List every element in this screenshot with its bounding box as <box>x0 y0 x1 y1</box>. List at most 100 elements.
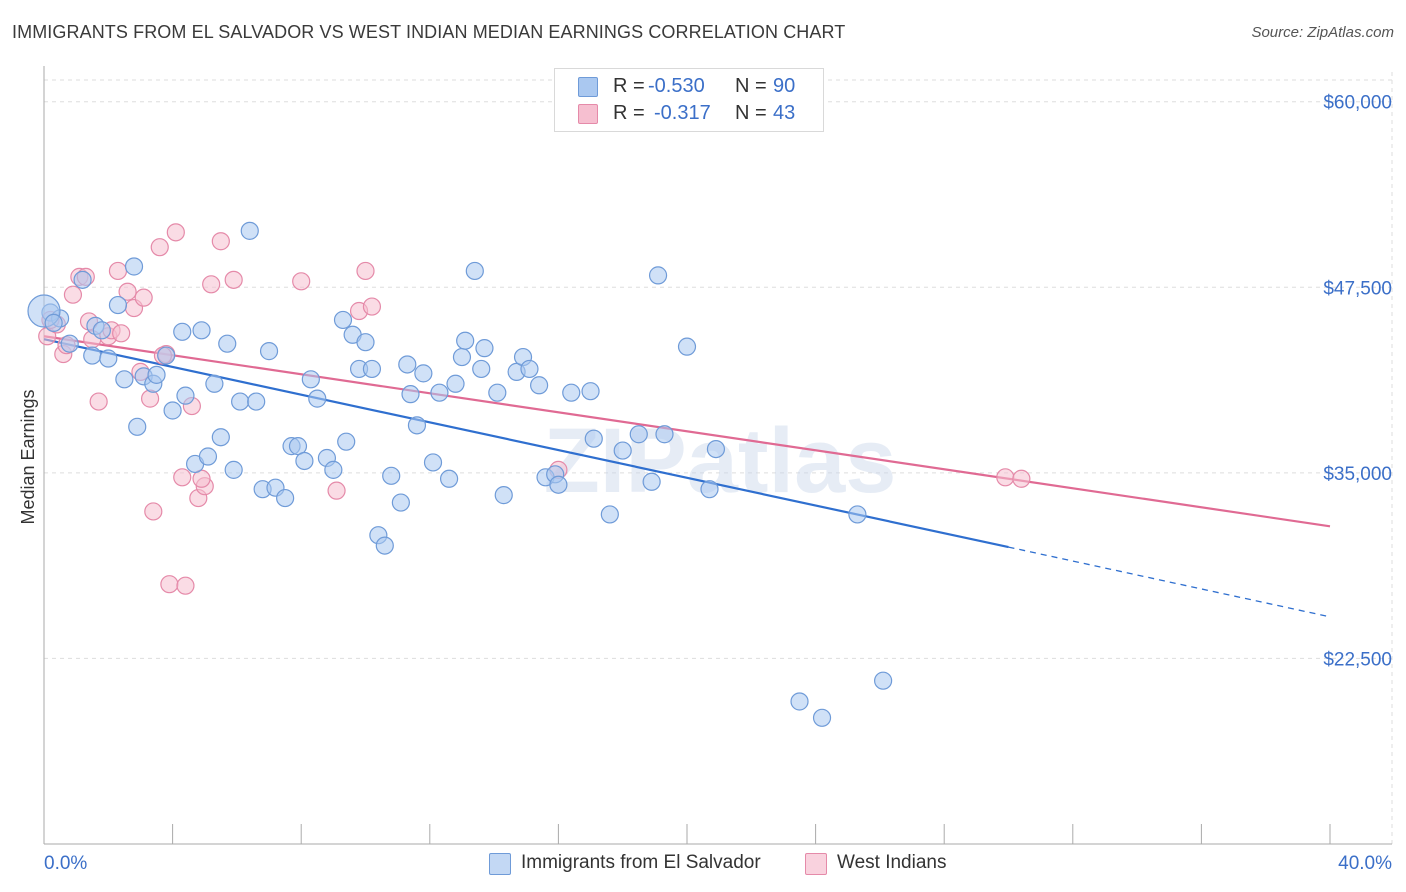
bottom-legend-swatch-pink <box>805 853 827 875</box>
bottom-legend-label: Immigrants from El Salvador <box>521 852 761 873</box>
data-point-el-salvador <box>375 536 394 555</box>
legend-swatch-pink <box>578 104 598 124</box>
data-point-west-indians <box>996 468 1015 487</box>
data-point-west-indians <box>144 502 163 521</box>
data-point-el-salvador <box>677 337 697 356</box>
data-point-el-salvador <box>240 221 259 240</box>
data-point-el-salvador <box>439 469 459 488</box>
watermark: ZIPatlas <box>544 410 897 512</box>
data-point-el-salvador <box>308 389 327 408</box>
data-point-el-salvador <box>247 392 266 411</box>
data-point-west-indians <box>150 238 169 257</box>
legend-n-label: N = <box>735 75 767 97</box>
data-point-el-salvador <box>211 428 230 447</box>
data-point-west-indians <box>224 270 243 289</box>
data-point-el-salvador <box>584 429 603 448</box>
data-point-west-indians <box>202 275 221 294</box>
data-point-el-salvador <box>83 346 102 365</box>
data-point-el-salvador <box>44 313 63 332</box>
data-point-el-salvador <box>414 364 433 383</box>
data-point-el-salvador <box>124 257 144 276</box>
data-point-west-indians <box>140 389 160 408</box>
data-point-el-salvador <box>362 359 382 379</box>
data-point-el-salvador <box>324 460 343 479</box>
data-point-west-indians <box>134 288 153 307</box>
data-point-el-salvador <box>92 321 111 340</box>
data-point-west-indians <box>292 272 311 291</box>
data-point-el-salvador <box>812 708 832 727</box>
legend-r-value: -0.317 <box>654 102 711 124</box>
data-point-el-salvador <box>472 359 491 379</box>
data-point-west-indians <box>112 324 131 343</box>
data-point-el-salvador <box>790 692 809 711</box>
data-point-el-salvador <box>276 488 295 508</box>
data-point-el-salvador <box>446 374 465 393</box>
data-point-el-salvador <box>629 425 648 444</box>
legend-r-value: -0.530 <box>648 75 705 97</box>
data-point-el-salvador <box>874 671 893 690</box>
data-point-el-salvador <box>176 386 195 405</box>
trend-lines <box>43 335 1331 618</box>
legend-n-value: 90 <box>773 75 796 97</box>
data-point-el-salvador <box>337 432 356 451</box>
data-point-west-indians <box>118 282 137 301</box>
data-point-el-salvador <box>655 425 674 444</box>
data-point-el-salvador <box>488 383 507 402</box>
data-point-west-indians <box>63 285 83 304</box>
y-tick-label: $22,500 <box>1323 649 1392 670</box>
chart-title: IMMIGRANTS FROM EL SALVADOR VS WEST INDI… <box>12 22 846 42</box>
data-point-el-salvador <box>163 401 182 420</box>
data-point-el-salvador <box>600 505 619 524</box>
data-point-el-salvador <box>465 261 484 281</box>
data-point-west-indians <box>166 223 185 242</box>
data-point-el-salvador <box>456 331 475 350</box>
data-point-el-salvador <box>218 334 237 353</box>
trend-line-el-salvador <box>43 338 1009 549</box>
x-tick-label: 40.0% <box>1338 853 1392 874</box>
data-point-el-salvador <box>301 370 320 389</box>
y-tick-label: $60,000 <box>1323 93 1392 114</box>
data-point-el-salvador <box>108 295 128 315</box>
source-label: Source: ZipAtlas.com <box>1251 24 1394 41</box>
data-point-el-salvador <box>147 365 166 384</box>
data-point-el-salvador <box>520 359 539 379</box>
data-point-el-salvador <box>115 370 134 389</box>
grid-lines <box>44 72 1393 844</box>
data-point-el-salvador <box>73 270 92 289</box>
data-point-west-indians <box>211 232 230 251</box>
data-point-el-salvador <box>295 451 314 471</box>
data-point-west-indians <box>176 576 195 595</box>
data-point-el-salvador <box>173 322 192 341</box>
y-tick-label: $35,000 <box>1323 464 1392 485</box>
data-point-el-salvador <box>848 505 867 524</box>
data-point-el-salvador <box>423 453 443 472</box>
data-point-el-salvador <box>205 374 224 393</box>
data-point-el-salvador <box>157 346 176 365</box>
trend-line-el-salvador-projection <box>1008 546 1331 618</box>
data-point-el-salvador <box>452 347 472 367</box>
data-point-west-indians <box>1012 469 1031 488</box>
data-point-el-salvador <box>333 310 353 330</box>
data-point-west-indians <box>89 392 108 411</box>
legend-r-label: R = <box>613 75 645 97</box>
axes <box>43 66 1392 845</box>
data-point-el-salvador <box>60 334 79 353</box>
legend-swatch-blue <box>578 77 598 97</box>
data-point-el-salvador <box>642 472 661 491</box>
bottom-legend-swatch-blue <box>489 853 511 875</box>
data-point-el-salvador <box>706 439 726 459</box>
data-point-el-salvador <box>549 475 568 494</box>
series-el-salvador <box>27 221 893 727</box>
trend-line-west-indians <box>43 335 1331 528</box>
data-point-el-salvador <box>192 321 211 340</box>
data-point-el-salvador <box>581 382 600 401</box>
y-tick-label: $47,500 <box>1323 278 1392 299</box>
data-point-el-salvador <box>530 376 549 395</box>
data-point-west-indians <box>327 481 346 500</box>
y-axis-title: Median Earnings <box>18 389 38 524</box>
data-point-el-salvador <box>430 383 449 402</box>
data-point-el-salvador <box>382 466 401 485</box>
correlation-legend: R = -0.530 N = 90 R = -0.317 N = 43 <box>554 68 824 132</box>
data-point-el-salvador <box>231 392 250 411</box>
